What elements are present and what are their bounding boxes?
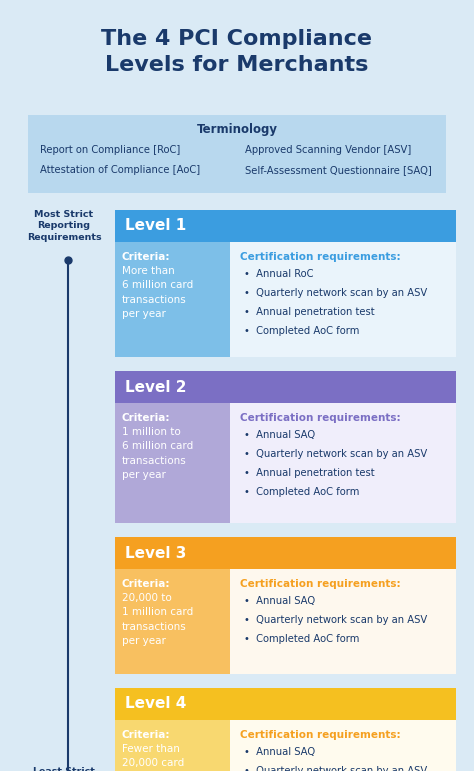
Bar	[115, 720, 230, 771]
Text: Terminology: Terminology	[197, 123, 277, 136]
Text: The 4 PCI Compliance
Levels for Merchants: The 4 PCI Compliance Levels for Merchant…	[101, 29, 373, 75]
Text: Criteria:: Criteria:	[122, 413, 171, 423]
Text: •  Completed AoC form: • Completed AoC form	[244, 487, 359, 497]
Text: More than
6 million card
transactions
per year: More than 6 million card transactions pe…	[122, 266, 193, 319]
Text: •  Quarterly network scan by an ASV: • Quarterly network scan by an ASV	[244, 615, 427, 625]
Text: •  Quarterly network scan by an ASV: • Quarterly network scan by an ASV	[244, 449, 427, 459]
Text: Level 3: Level 3	[125, 546, 186, 561]
Bar	[115, 569, 456, 674]
Text: •  Quarterly network scan by an ASV: • Quarterly network scan by an ASV	[244, 288, 427, 298]
Text: Fewer than
20,000 card
transactions
per year: Fewer than 20,000 card transactions per …	[122, 744, 187, 771]
Bar	[115, 537, 456, 569]
Text: Approved Scanning Vendor [ASV]: Approved Scanning Vendor [ASV]	[245, 145, 411, 155]
Bar	[115, 403, 456, 523]
Text: Report on Compliance [RoC]: Report on Compliance [RoC]	[40, 145, 180, 155]
Text: Level 1: Level 1	[125, 218, 186, 234]
Text: •  Annual SAQ: • Annual SAQ	[244, 430, 315, 440]
Bar	[115, 569, 230, 674]
Text: Self-Assessment Questionnaire [SAQ]: Self-Assessment Questionnaire [SAQ]	[245, 165, 432, 175]
Bar	[115, 242, 230, 357]
Text: •  Completed AoC form: • Completed AoC form	[244, 326, 359, 336]
Text: Certification requirements:: Certification requirements:	[240, 579, 401, 589]
Text: 20,000 to
1 million card
transactions
per year: 20,000 to 1 million card transactions pe…	[122, 593, 193, 646]
Text: 1 million to
6 million card
transactions
per year: 1 million to 6 million card transactions…	[122, 427, 193, 480]
Bar	[28, 115, 446, 193]
Text: Least Strict
Reporting
Requirements: Least Strict Reporting Requirements	[27, 767, 101, 771]
Bar	[115, 688, 456, 720]
Text: Criteria:: Criteria:	[122, 579, 171, 589]
Text: •  Completed AoC form: • Completed AoC form	[244, 634, 359, 644]
Text: •  Quarterly network scan by an ASV: • Quarterly network scan by an ASV	[244, 766, 427, 771]
Text: Certification requirements:: Certification requirements:	[240, 252, 401, 262]
Text: Most Strict
Reporting
Requirements: Most Strict Reporting Requirements	[27, 210, 101, 242]
Text: Level 4: Level 4	[125, 696, 186, 712]
Text: •  Annual SAQ: • Annual SAQ	[244, 747, 315, 757]
Text: •  Annual penetration test: • Annual penetration test	[244, 468, 374, 478]
Text: Certification requirements:: Certification requirements:	[240, 730, 401, 740]
Text: Attestation of Compliance [AoC]: Attestation of Compliance [AoC]	[40, 165, 200, 175]
Text: •  Annual penetration test: • Annual penetration test	[244, 307, 374, 317]
Text: Criteria:: Criteria:	[122, 252, 171, 262]
Text: Level 2: Level 2	[125, 379, 186, 395]
Bar	[115, 720, 456, 771]
Text: •  Annual SAQ: • Annual SAQ	[244, 596, 315, 606]
Bar	[115, 371, 456, 403]
Bar	[115, 210, 456, 242]
Text: Criteria:: Criteria:	[122, 730, 171, 740]
Bar	[115, 242, 456, 357]
Text: Certification requirements:: Certification requirements:	[240, 413, 401, 423]
Bar	[115, 403, 230, 523]
Text: •  Annual RoC: • Annual RoC	[244, 269, 313, 279]
